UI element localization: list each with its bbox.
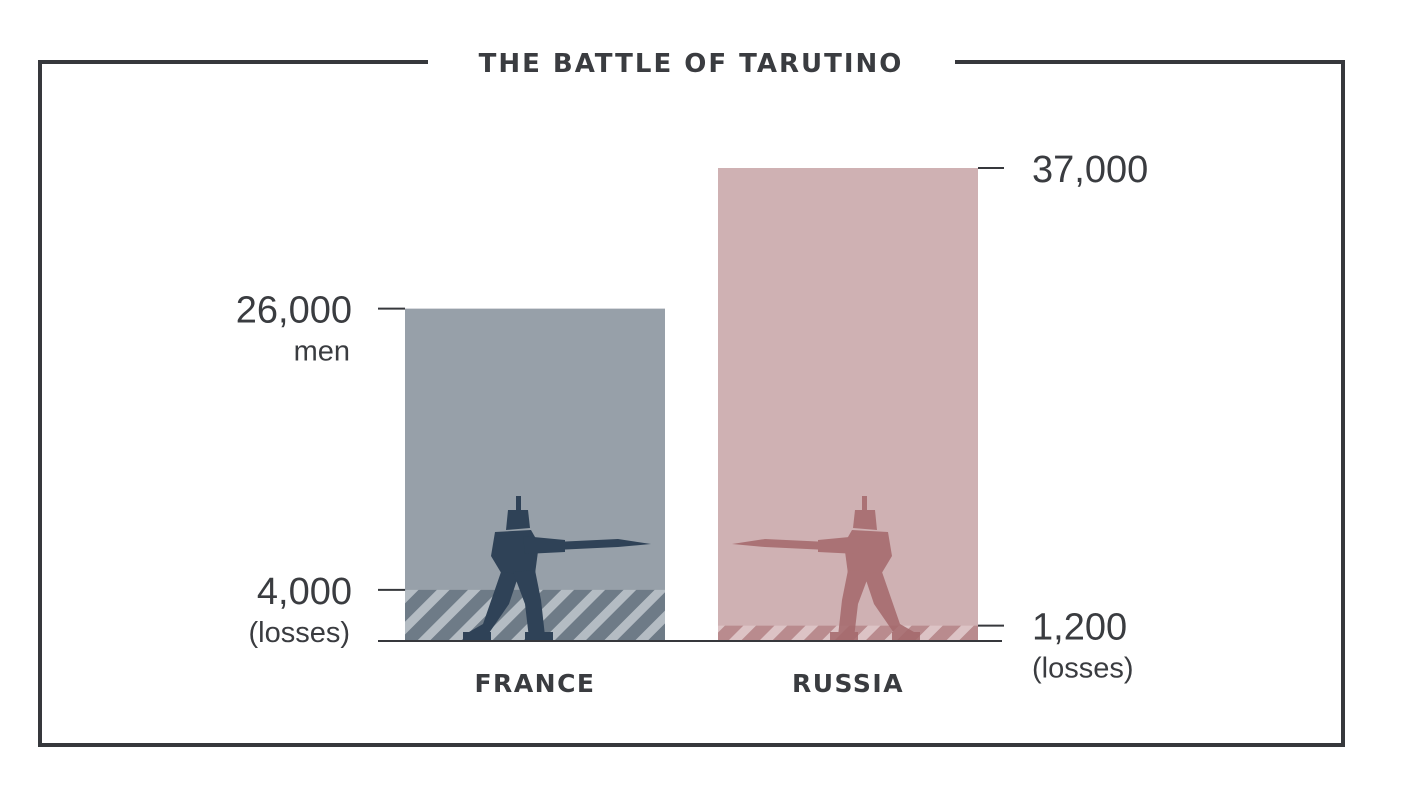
label-france-total: 26,000 xyxy=(236,290,352,332)
label-russia-total: 37,000 xyxy=(1032,149,1148,191)
category-label-russia: RUSSIA xyxy=(792,669,904,698)
label-russia-losses: 1,200 xyxy=(1032,607,1127,649)
label-france-losses: 4,000 xyxy=(257,571,352,613)
label-france-losses-unit: (losses) xyxy=(248,617,350,649)
category-label-france: FRANCE xyxy=(474,669,595,698)
chart-title: THE BATTLE OF TARUTINO xyxy=(479,49,904,79)
chart-frame xyxy=(38,60,1345,747)
label-russia-losses-unit: (losses) xyxy=(1032,653,1134,685)
label-france-total-unit: men xyxy=(294,336,350,368)
